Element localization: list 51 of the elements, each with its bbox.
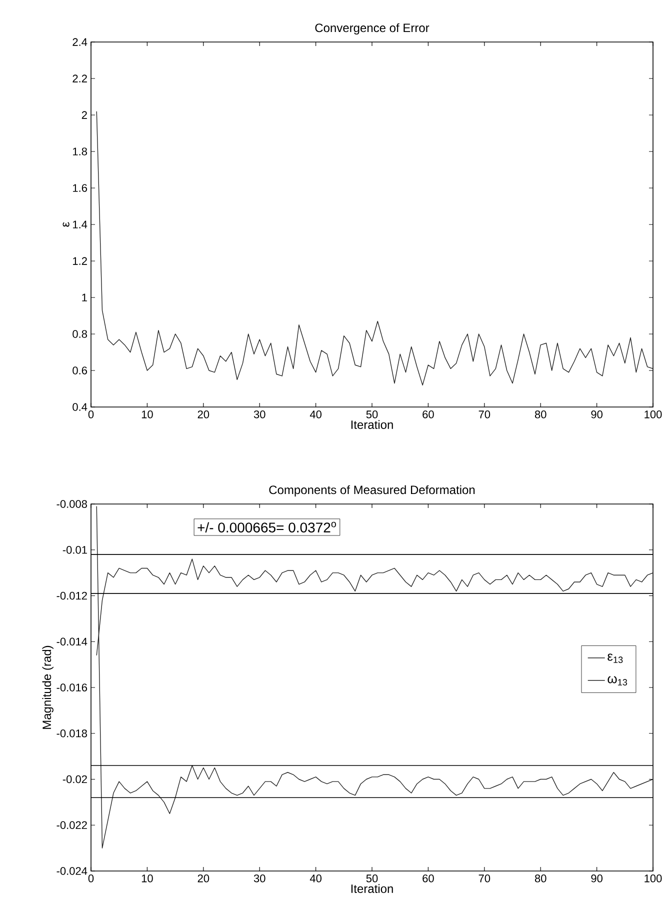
x-tick-label: 20 (198, 874, 210, 882)
x-tick-label: 0 (88, 874, 94, 882)
y-tick-label: -0.018 (56, 729, 87, 738)
x-tick-label: 60 (422, 410, 434, 418)
y-tick-label: 1.2 (73, 257, 87, 265)
y-tick-label: 1.6 (73, 184, 88, 192)
x-tick-label: 10 (142, 874, 153, 882)
y-tick-label: -0.008 (56, 500, 87, 508)
x-tick-label: 90 (591, 874, 602, 882)
y-axis-title: Magnitude (rad) (42, 646, 54, 729)
x-axis-title: Iteration (351, 884, 393, 893)
x-tick-label: 50 (366, 410, 378, 418)
chart-title: Convergence of Error (315, 23, 430, 34)
x-tick-label: 90 (591, 410, 602, 418)
x-tick-label: 70 (478, 410, 490, 418)
annotation: +/- 0.000665= 0.0372$^{o}$ (198, 522, 336, 532)
y-tick-label: 2.4 (72, 38, 88, 46)
legend-label: ε$_{13}$ (608, 654, 623, 663)
chart-title: Components of Measured Deformation (269, 485, 475, 496)
y-tick-label: 1.8 (73, 148, 88, 156)
y-tick-label: 0.6 (72, 366, 88, 374)
y-tick-label: -0.02 (62, 775, 87, 784)
y-tick-label: -0.014 (56, 638, 88, 646)
x-tick-label: 70 (478, 874, 490, 882)
x-tick-label: 0 (88, 410, 94, 418)
x-tick-label: 80 (534, 410, 546, 418)
y-tick-label: 2.2 (72, 74, 87, 82)
y-tick-label: 0.4 (72, 403, 88, 411)
x-tick-label: 100 (644, 410, 662, 418)
x-tick-label: 40 (310, 410, 322, 418)
y-axis-title: ε (62, 222, 70, 227)
y-tick-label: -0.012 (56, 592, 87, 600)
y-tick-label: 0.8 (72, 330, 88, 338)
y-tick-label: -0.022 (56, 821, 87, 830)
x-tick-label: 20 (198, 410, 210, 418)
x-tick-label: 30 (254, 410, 266, 418)
y-tick-label: -0.024 (56, 867, 88, 875)
x-tick-label: 80 (534, 874, 546, 882)
y-tick-label: -0.016 (56, 684, 87, 692)
y-tick-label: 1 (82, 294, 87, 302)
y-tick-label: 2 (82, 111, 87, 119)
x-tick-label: 60 (422, 874, 434, 882)
y-tick-label: -0.01 (62, 546, 87, 554)
legend-label: ω$_{13}$ (608, 676, 628, 686)
x-tick-label: 40 (310, 874, 322, 882)
x-tick-label: 50 (366, 874, 378, 882)
x-tick-label: 10 (142, 410, 153, 418)
y-tick-label: 1.4 (73, 220, 88, 228)
x-tick-label: 30 (254, 874, 266, 882)
x-axis-title: Iteration (351, 420, 393, 429)
x-tick-label: 100 (644, 874, 662, 882)
